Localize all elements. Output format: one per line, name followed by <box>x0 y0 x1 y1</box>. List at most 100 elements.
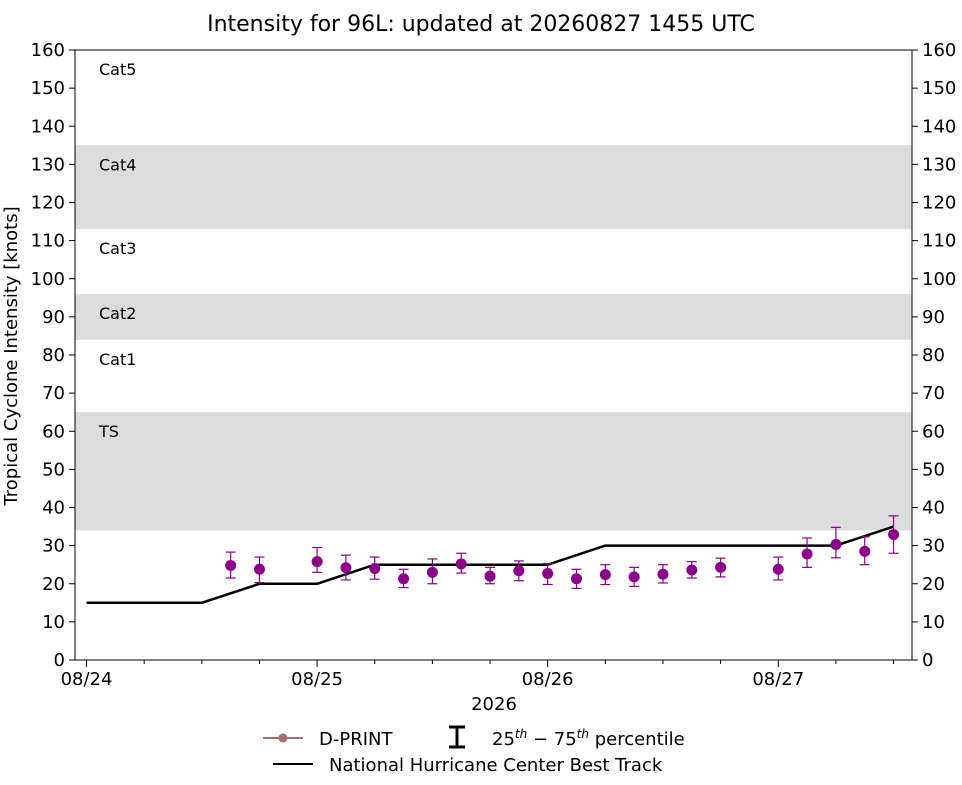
dprint-marker <box>801 548 813 560</box>
dprint-point <box>859 536 871 566</box>
dprint-marker <box>599 569 611 581</box>
x-tick-label: 08/26 <box>522 669 574 690</box>
dprint-point <box>599 564 611 586</box>
dprint-marker <box>513 565 525 577</box>
legend-percentile-icon <box>449 725 465 749</box>
dprint-point <box>253 556 265 584</box>
dprint-marker <box>311 556 323 568</box>
dprint-point <box>484 566 496 585</box>
best-track-series <box>86 525 894 605</box>
x-tick-label: 08/27 <box>752 669 804 690</box>
dprint-marker <box>398 573 410 585</box>
dprint-marker <box>571 573 583 585</box>
y-axis-left: 0 10 20 30 40 50 60 70 80 90 100 110 120 130 140 150 160 <box>31 40 75 671</box>
y-tick-label-right: 10 <box>922 612 945 633</box>
dprint-marker <box>657 568 669 580</box>
dprint-marker <box>455 558 467 570</box>
y-tick-label: 10 <box>42 612 65 633</box>
dprint-marker <box>340 562 352 574</box>
y-tick-label: 0 <box>54 650 65 671</box>
y-tick-label: 30 <box>42 536 65 557</box>
y-tick-label-right: 130 <box>922 154 956 175</box>
legend-besttrack-label: National Hurricane Center Best Track <box>329 755 663 776</box>
band-cat2 <box>75 294 912 340</box>
y-tick-label: 50 <box>42 459 65 480</box>
dprint-point <box>657 564 669 584</box>
y-tick-label: 80 <box>42 345 65 366</box>
dprint-marker <box>253 563 265 575</box>
category-label: Cat5 <box>99 60 136 79</box>
best-track-line <box>86 525 894 605</box>
dprint-point <box>628 566 640 588</box>
x-tick-label: 08/24 <box>61 669 113 690</box>
x-axis-label: 2026 <box>471 694 517 715</box>
category-bands <box>75 145 912 531</box>
dprint-marker <box>225 559 237 571</box>
dprint-marker <box>484 570 496 582</box>
dprint-marker <box>859 545 871 557</box>
y-axis-right: 0 10 20 30 40 50 60 70 80 90 100 110 120 130 140 150 160 <box>912 40 956 671</box>
dprint-marker <box>772 563 784 575</box>
y-tick-label: 40 <box>42 498 65 519</box>
y-tick-label: 120 <box>31 193 65 214</box>
category-label: Cat3 <box>99 239 136 258</box>
plot-frame <box>74 49 913 661</box>
y-tick-label: 140 <box>31 116 65 137</box>
y-tick-label: 100 <box>31 269 65 290</box>
dprint-point <box>888 515 900 554</box>
dprint-point <box>801 537 813 568</box>
y-tick-label-right: 40 <box>922 498 945 519</box>
x-tick-label: 08/25 <box>291 669 343 690</box>
dprint-marker <box>542 567 554 579</box>
dprint-point <box>830 526 842 559</box>
dprint-point <box>398 568 410 589</box>
dprint-marker <box>628 571 640 583</box>
y-tick-label: 20 <box>42 574 65 595</box>
category-labels: TS Cat1 Cat2 Cat3 Cat4 Cat5 <box>98 60 136 441</box>
dprint-point <box>340 554 352 581</box>
category-label: TS <box>98 422 119 441</box>
dprint-point <box>513 560 525 582</box>
category-label: Cat2 <box>99 304 136 323</box>
y-tick-label: 150 <box>31 78 65 99</box>
y-tick-label-right: 80 <box>922 345 945 366</box>
dprint-marker <box>369 563 381 574</box>
y-tick-label-right: 60 <box>922 421 945 442</box>
y-tick-label: 110 <box>31 231 65 252</box>
dprint-point <box>571 568 583 589</box>
y-tick-label-right: 150 <box>922 78 956 99</box>
legend-dprint-label: D-PRINT <box>319 729 393 750</box>
dprint-marker <box>715 561 727 573</box>
y-tick-label: 90 <box>42 307 65 328</box>
category-label: Cat1 <box>99 350 136 369</box>
y-tick-label: 60 <box>42 421 65 442</box>
y-tick-label-right: 140 <box>922 116 956 137</box>
dprint-marker <box>686 564 698 576</box>
band-cat4 <box>75 145 912 230</box>
y-tick-label-right: 30 <box>922 536 945 557</box>
dprint-point <box>686 561 698 579</box>
dprint-point <box>369 556 381 580</box>
dprint-marker <box>830 538 842 550</box>
dprint-marker <box>888 529 900 541</box>
legend: D-PRINT 25th − 75th percentile National … <box>263 725 685 776</box>
dprint-marker <box>426 566 438 578</box>
y-tick-label-right: 50 <box>922 459 945 480</box>
legend-percentile-label: 25th − 75th percentile <box>492 727 685 750</box>
dprint-point <box>426 558 438 585</box>
y-tick-label-right: 100 <box>922 269 956 290</box>
y-tick-label-right: 160 <box>922 40 956 61</box>
band-ts <box>75 412 912 531</box>
y-tick-label: 160 <box>31 40 65 61</box>
y-axis-label: Tropical Cyclone Intensity [knots] <box>1 206 22 506</box>
dprint-point <box>455 552 467 574</box>
category-label: Cat4 <box>99 155 136 174</box>
y-tick-label-right: 90 <box>922 307 945 328</box>
y-tick-label-right: 110 <box>922 231 956 252</box>
chart-title: Intensity for 96L: updated at 20260827 1… <box>207 12 755 37</box>
y-tick-label-right: 120 <box>922 193 956 214</box>
dprint-series <box>225 515 900 589</box>
dprint-point <box>225 551 237 579</box>
y-tick-label-right: 0 <box>922 650 933 671</box>
